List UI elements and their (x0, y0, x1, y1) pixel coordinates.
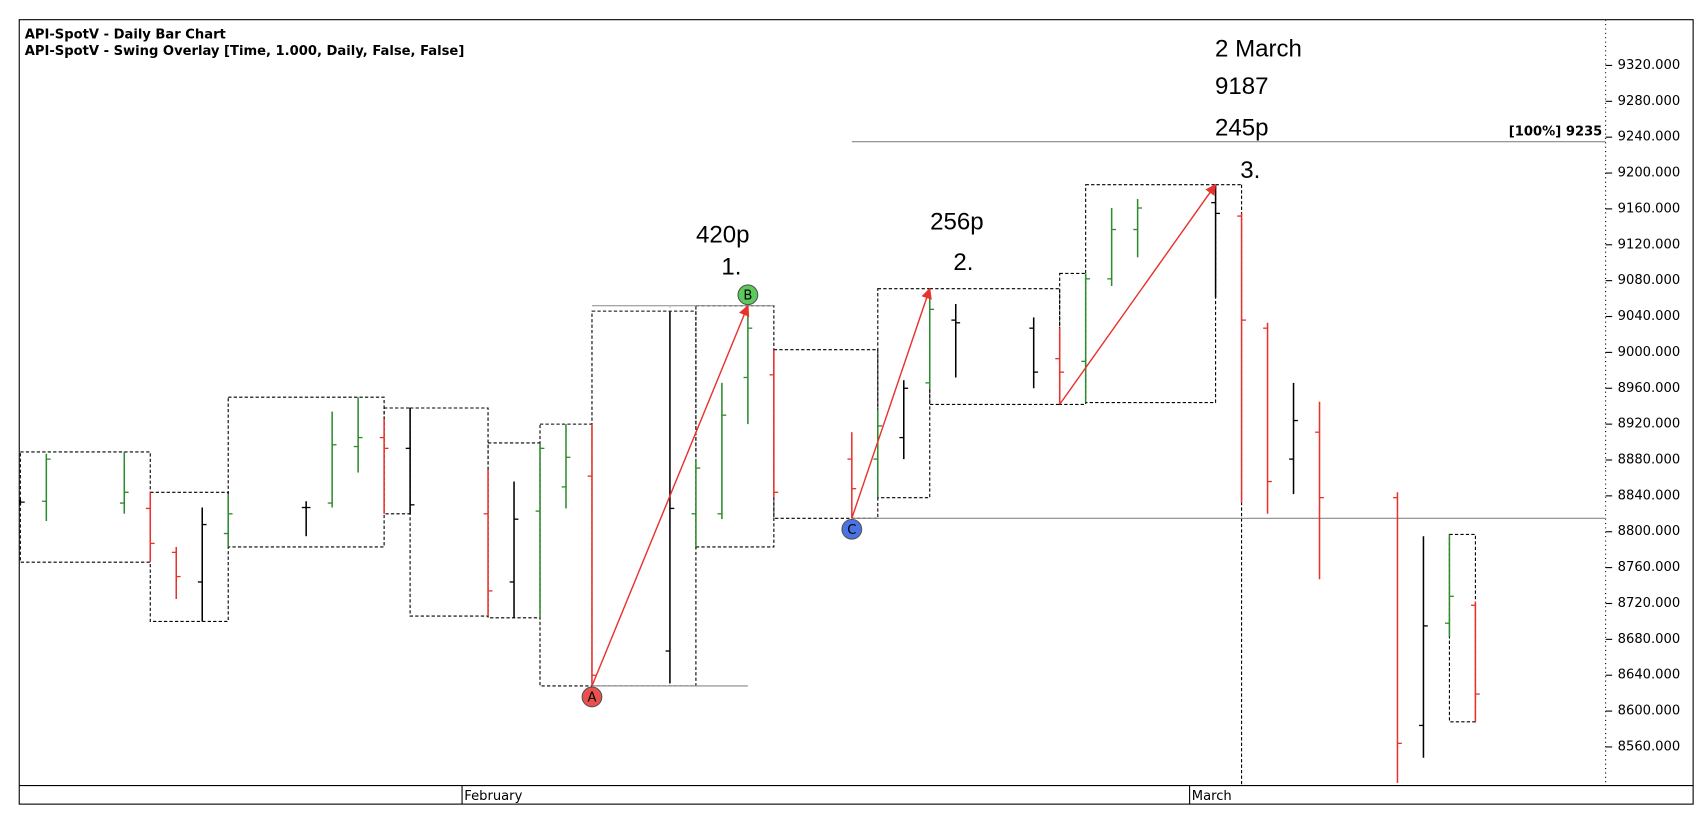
y-tick-label: 8840.000 (1618, 488, 1681, 503)
swing-arrow (1059, 183, 1217, 405)
swing-box (1448, 533, 1476, 723)
y-tick-label: 9040.000 (1618, 309, 1681, 324)
swing-marker (581, 686, 603, 708)
y-tick-label: 8680.000 (1618, 632, 1681, 647)
y-tick-label: 8600.000 (1618, 704, 1681, 719)
swing-arrow (591, 304, 750, 687)
plot-area (19, 141, 1606, 786)
swing-box (149, 491, 229, 622)
annotation: 9187 (1215, 73, 1269, 100)
y-tick-label: 8560.000 (1618, 739, 1681, 754)
chart-subtitle: API-SpotV - Swing Overlay [Time, 1.000, … (25, 44, 465, 59)
x-tick-label: February (464, 789, 522, 804)
y-tick-label: 9240.000 (1618, 130, 1681, 145)
y-tick-label: 8800.000 (1618, 524, 1681, 539)
annotation: 2. (953, 249, 973, 276)
swing-marker-label: B (743, 288, 752, 303)
y-tick-label: 9080.000 (1618, 273, 1681, 288)
y-tick-label: 9320.000 (1618, 58, 1681, 73)
swing-marker-label: C (847, 523, 856, 538)
annotation: 1. (721, 253, 741, 280)
x-tick-label: March (1192, 789, 1232, 804)
swing-marker-label: A (587, 691, 596, 706)
y-tick-label: 8640.000 (1618, 668, 1681, 683)
y-tick-label: 9280.000 (1618, 94, 1681, 109)
y-tick-label: 9000.000 (1618, 345, 1681, 360)
annotation: 420p (696, 222, 750, 249)
y-tick-label: 8760.000 (1618, 560, 1681, 575)
y-tick-label: 9120.000 (1618, 237, 1681, 252)
y-tick-label: 8920.000 (1618, 417, 1681, 432)
swing-box (877, 288, 931, 499)
swing-marker (841, 518, 863, 540)
annotation: 3. (1240, 157, 1260, 184)
y-tick-label: 8880.000 (1618, 452, 1681, 467)
y-tick-label: 9160.000 (1618, 201, 1681, 216)
y-tick-label: 8720.000 (1618, 596, 1681, 611)
chart-title: API-SpotV - Daily Bar Chart (25, 28, 226, 43)
y-tick-label: 9200.000 (1618, 166, 1681, 181)
swing-marker (737, 284, 759, 306)
frame (18, 19, 1694, 805)
annotation: 2 March (1215, 36, 1302, 63)
level-label: [100%] 9235 (1509, 124, 1603, 139)
swing-arrow (851, 287, 932, 519)
annotation: 245p (1215, 114, 1269, 141)
annotation: 256p (930, 209, 983, 236)
y-tick-label: 8960.000 (1618, 381, 1681, 396)
